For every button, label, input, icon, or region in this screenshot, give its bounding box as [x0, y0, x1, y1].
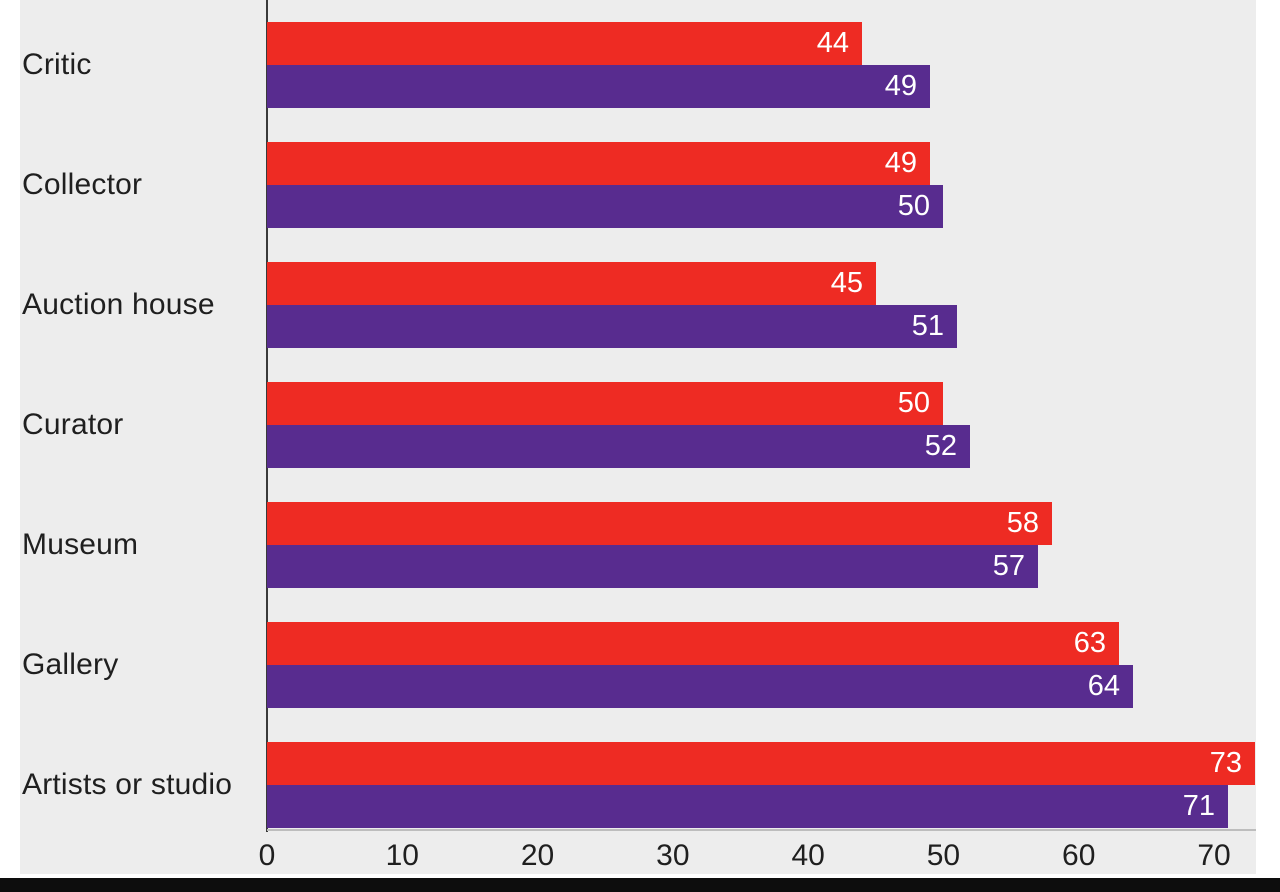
x-tick-label: 10 [385, 839, 419, 872]
category-label: Artists or studio [22, 768, 233, 801]
bar-value-label: 49 [884, 70, 917, 102]
bar-value-label: 45 [830, 267, 863, 299]
category-label: Collector [22, 168, 143, 201]
x-tick-label: 60 [1062, 839, 1096, 872]
bar-purple-series: 71 [267, 785, 1228, 828]
x-tick-label: 50 [926, 839, 961, 872]
bar-red-series: 45 [267, 262, 876, 305]
bar-value-label: 71 [1182, 790, 1215, 822]
x-tick-label: 70 [1197, 839, 1231, 872]
bar-value-label: 50 [897, 387, 930, 419]
x-tick-label: 30 [656, 839, 690, 872]
x-tick-label: 20 [520, 839, 555, 872]
bar-value-label: 44 [816, 27, 849, 59]
category-label: Critic [22, 48, 92, 81]
bar-red-series: 49 [267, 142, 930, 185]
x-tick-label: 40 [791, 839, 825, 872]
bar-red-series: 50 [267, 382, 943, 425]
bar-red-series: 63 [267, 622, 1119, 665]
bar-red-series: 58 [267, 502, 1052, 545]
bar-purple-series: 50 [267, 185, 943, 228]
bar-purple-series: 64 [267, 665, 1133, 708]
bar-purple-series: 57 [267, 545, 1038, 588]
footer-bar [0, 878, 1280, 892]
bar-value-label: 64 [1087, 670, 1120, 702]
bar-purple-series: 51 [267, 305, 957, 348]
bar-value-label: 49 [884, 147, 917, 179]
category-label: Curator [22, 408, 124, 441]
bar-value-label: 58 [1006, 507, 1039, 539]
x-tick-label: 0 [258, 839, 276, 872]
x-axis-line [267, 829, 1256, 831]
bar-red-series: 73 [267, 742, 1255, 785]
bar-purple-series: 52 [267, 425, 970, 468]
category-label: Museum [22, 528, 139, 561]
bar-value-label: 57 [992, 550, 1025, 582]
bar-value-label: 73 [1209, 747, 1242, 779]
category-label: Gallery [22, 648, 119, 681]
bar-purple-series: 49 [267, 65, 930, 108]
bar-red-series: 44 [267, 22, 862, 65]
bar-value-label: 52 [924, 430, 957, 462]
bar-value-label: 50 [897, 190, 930, 222]
bar-value-label: 63 [1073, 627, 1106, 659]
category-label: Auction house [22, 288, 215, 321]
bar-value-label: 51 [911, 310, 944, 342]
